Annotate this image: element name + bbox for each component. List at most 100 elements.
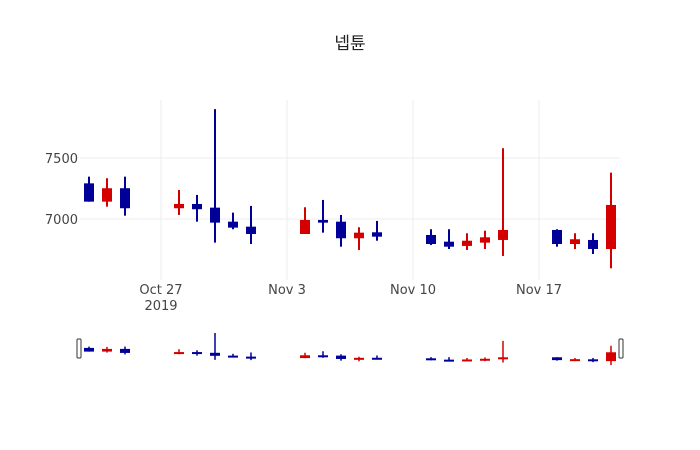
candle-body[interactable] <box>498 229 508 240</box>
candle-body[interactable] <box>570 239 580 244</box>
slider-candle-body <box>336 355 346 359</box>
x-tick-sublabel: 2019 <box>144 299 177 314</box>
slider-candle <box>444 357 454 362</box>
chart-title: 넵튠 <box>334 34 365 54</box>
x-tick-label: Nov 17 <box>516 283 562 298</box>
slider-candle-body <box>318 355 328 358</box>
slider-candle-body <box>246 356 256 359</box>
y-tick-label: 7500 <box>45 152 78 167</box>
candle[interactable] <box>102 178 112 207</box>
slider-candle-body <box>372 357 382 360</box>
slider-candle-body <box>552 357 562 361</box>
candle[interactable] <box>120 176 130 216</box>
candle-body[interactable] <box>318 219 328 223</box>
candle[interactable] <box>246 205 256 244</box>
slider-candle-body <box>426 358 436 361</box>
candle-body[interactable] <box>84 183 94 202</box>
candle-body[interactable] <box>210 207 220 223</box>
candle[interactable] <box>588 233 598 255</box>
y-tick-label: 7000 <box>45 213 78 228</box>
slider-candle <box>120 346 130 355</box>
candles[interactable] <box>84 109 616 269</box>
candle[interactable] <box>174 189 184 215</box>
x-tick-label: Nov 10 <box>390 283 436 298</box>
candle-body[interactable] <box>120 188 130 209</box>
candle[interactable] <box>192 194 202 222</box>
candle-body[interactable] <box>444 241 454 247</box>
candle[interactable] <box>372 220 382 241</box>
slider-candle-body <box>570 359 580 362</box>
slider-candle-body <box>462 359 472 362</box>
slider-candle <box>372 355 382 360</box>
candle-body[interactable] <box>426 234 436 244</box>
candle[interactable] <box>606 172 616 269</box>
slider-candle-body <box>192 352 202 355</box>
candle[interactable] <box>300 207 310 234</box>
candle-body[interactable] <box>174 203 184 209</box>
slider-candle <box>570 357 580 362</box>
candle-body[interactable] <box>336 221 346 239</box>
slider-candle <box>246 352 256 361</box>
range-slider-right-handle[interactable] <box>618 338 624 359</box>
slider-candle <box>192 350 202 356</box>
slider-candle-body <box>588 359 598 362</box>
slider-candle-body <box>84 347 94 352</box>
slider-candle-body <box>174 352 184 355</box>
candle-body[interactable] <box>588 239 598 250</box>
slider-candle <box>174 349 184 355</box>
slider-candle <box>498 340 508 363</box>
range-slider-left-handle[interactable] <box>76 338 82 359</box>
candle-body[interactable] <box>606 204 616 250</box>
candle[interactable] <box>210 109 220 243</box>
slider-candle <box>606 345 616 365</box>
slider-candle <box>102 346 112 353</box>
candle-body[interactable] <box>228 221 238 228</box>
range-slider[interactable] <box>76 333 624 365</box>
candle[interactable] <box>336 214 346 247</box>
slider-candle-body <box>120 348 130 353</box>
slider-candle <box>426 357 436 361</box>
slider-candle <box>480 357 490 362</box>
slider-candle-body <box>354 357 364 360</box>
slider-candle-body <box>102 348 112 352</box>
candle[interactable] <box>570 233 580 250</box>
candle-body[interactable] <box>300 219 310 234</box>
slider-candle <box>354 356 364 362</box>
candle[interactable] <box>498 148 508 256</box>
slider-candle <box>336 354 346 361</box>
slider-candle-body <box>300 355 310 359</box>
candle-body[interactable] <box>354 232 364 239</box>
candle[interactable] <box>462 233 472 250</box>
slider-candle <box>228 353 238 358</box>
slider-candle <box>588 357 598 363</box>
slider-candle-body <box>210 352 220 356</box>
candle[interactable] <box>228 212 238 230</box>
slider-candle-body <box>498 357 508 360</box>
candle[interactable] <box>84 176 94 202</box>
candle-body[interactable] <box>372 232 382 237</box>
slider-candle <box>210 333 220 360</box>
slider-candle-body <box>228 355 238 358</box>
candle[interactable] <box>444 229 454 250</box>
candle[interactable] <box>480 230 490 250</box>
candle-body[interactable] <box>552 229 562 244</box>
candle-body[interactable] <box>480 237 490 243</box>
candle[interactable] <box>318 199 328 233</box>
slider-candle <box>462 357 472 362</box>
slider-candle <box>300 352 310 359</box>
slider-candle-body <box>480 358 490 361</box>
candle[interactable] <box>552 229 562 247</box>
x-tick-label: Oct 27 <box>139 283 182 298</box>
candle-body[interactable] <box>192 203 202 210</box>
candle[interactable] <box>354 227 364 250</box>
candle-body[interactable] <box>102 188 112 202</box>
slider-candle <box>552 357 562 361</box>
candle-body[interactable] <box>462 240 472 246</box>
slider-candle-body <box>606 352 616 362</box>
x-tick-label: Nov 3 <box>268 283 306 298</box>
candle-body[interactable] <box>246 226 256 234</box>
candle[interactable] <box>426 229 436 245</box>
